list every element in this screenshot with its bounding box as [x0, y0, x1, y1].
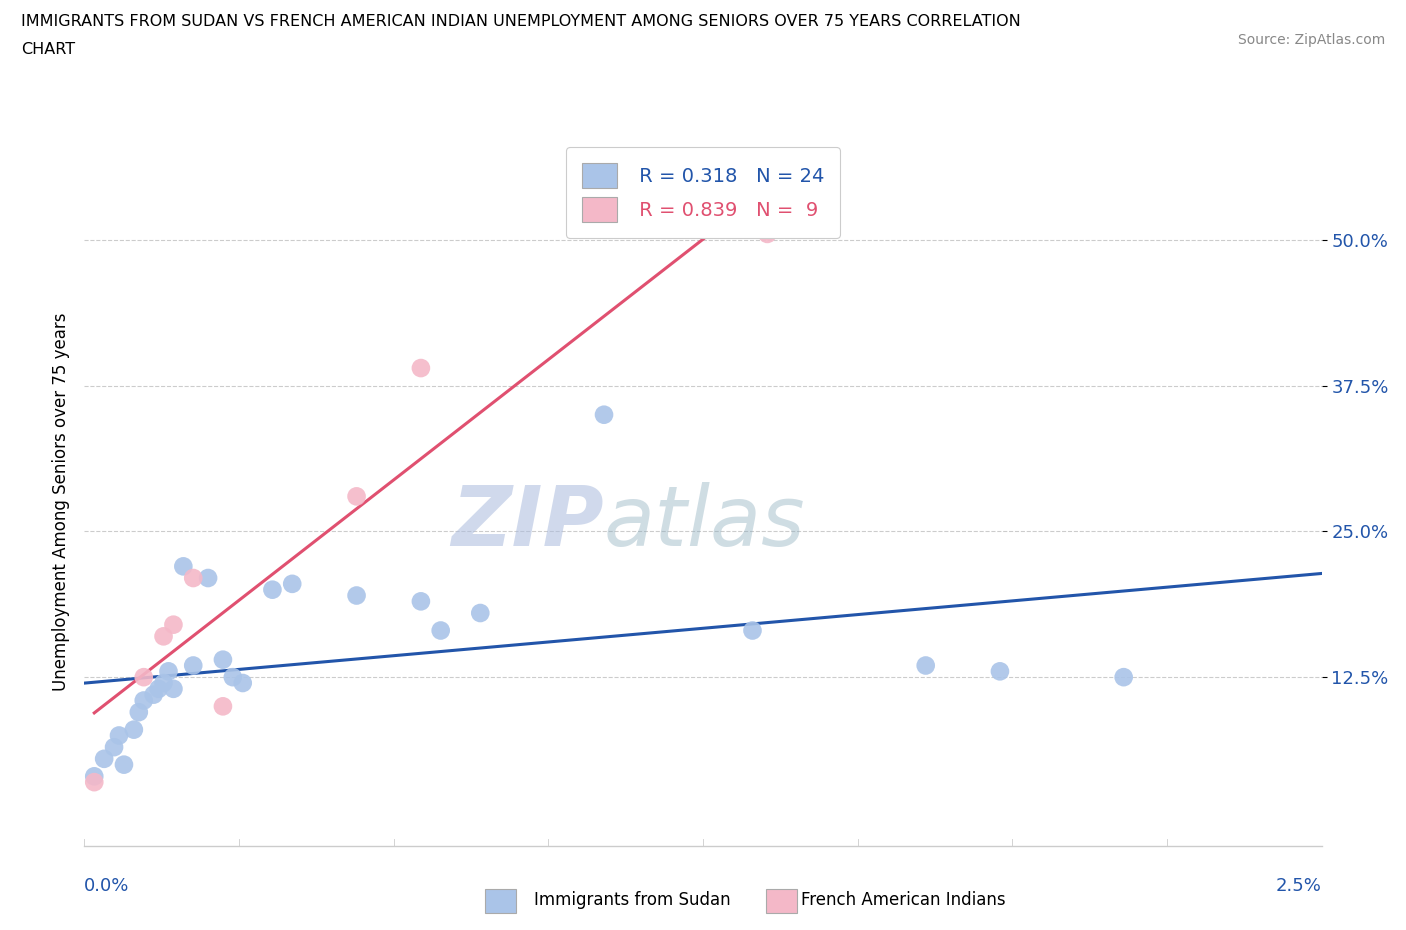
Point — [108, 728, 131, 743]
Point — [172, 559, 194, 574]
Point — [132, 693, 155, 708]
Point — [152, 675, 174, 690]
Point — [756, 227, 779, 242]
Text: Source: ZipAtlas.com: Source: ZipAtlas.com — [1237, 33, 1385, 46]
Point — [281, 577, 304, 591]
Point — [346, 489, 368, 504]
Point — [93, 751, 115, 766]
Point — [181, 571, 204, 586]
Point — [212, 698, 235, 713]
Point — [162, 682, 184, 697]
Point — [103, 739, 125, 754]
Point — [593, 407, 616, 422]
Point — [122, 723, 145, 737]
Point — [157, 664, 180, 679]
Point — [914, 658, 936, 673]
Point — [142, 687, 165, 702]
Point — [988, 664, 1011, 679]
Point — [470, 605, 492, 620]
Point — [409, 361, 432, 376]
Point — [112, 757, 135, 772]
Point — [162, 618, 184, 632]
Text: ZIP: ZIP — [451, 483, 605, 564]
Legend:  R = 0.318   N = 24,  R = 0.839   N =  9: R = 0.318 N = 24, R = 0.839 N = 9 — [567, 147, 839, 238]
Text: Immigrants from Sudan: Immigrants from Sudan — [534, 891, 731, 910]
Point — [262, 582, 284, 597]
Point — [409, 594, 432, 609]
Point — [152, 629, 174, 644]
Text: French American Indians: French American Indians — [801, 891, 1007, 910]
Point — [132, 670, 155, 684]
Point — [346, 588, 368, 603]
Point — [83, 769, 105, 784]
Text: CHART: CHART — [21, 42, 75, 57]
Point — [232, 675, 254, 690]
Text: IMMIGRANTS FROM SUDAN VS FRENCH AMERICAN INDIAN UNEMPLOYMENT AMONG SENIORS OVER : IMMIGRANTS FROM SUDAN VS FRENCH AMERICAN… — [21, 14, 1021, 29]
Point — [197, 571, 219, 586]
Point — [1112, 670, 1135, 684]
Y-axis label: Unemployment Among Seniors over 75 years: Unemployment Among Seniors over 75 years — [52, 313, 70, 691]
Point — [222, 670, 245, 684]
Point — [429, 623, 451, 638]
Text: 2.5%: 2.5% — [1275, 877, 1322, 896]
Text: atlas: atlas — [605, 483, 806, 564]
Point — [148, 682, 170, 697]
Point — [741, 623, 763, 638]
Point — [181, 658, 204, 673]
Point — [83, 775, 105, 790]
Point — [128, 705, 150, 720]
Point — [212, 652, 235, 667]
Text: 0.0%: 0.0% — [84, 877, 129, 896]
